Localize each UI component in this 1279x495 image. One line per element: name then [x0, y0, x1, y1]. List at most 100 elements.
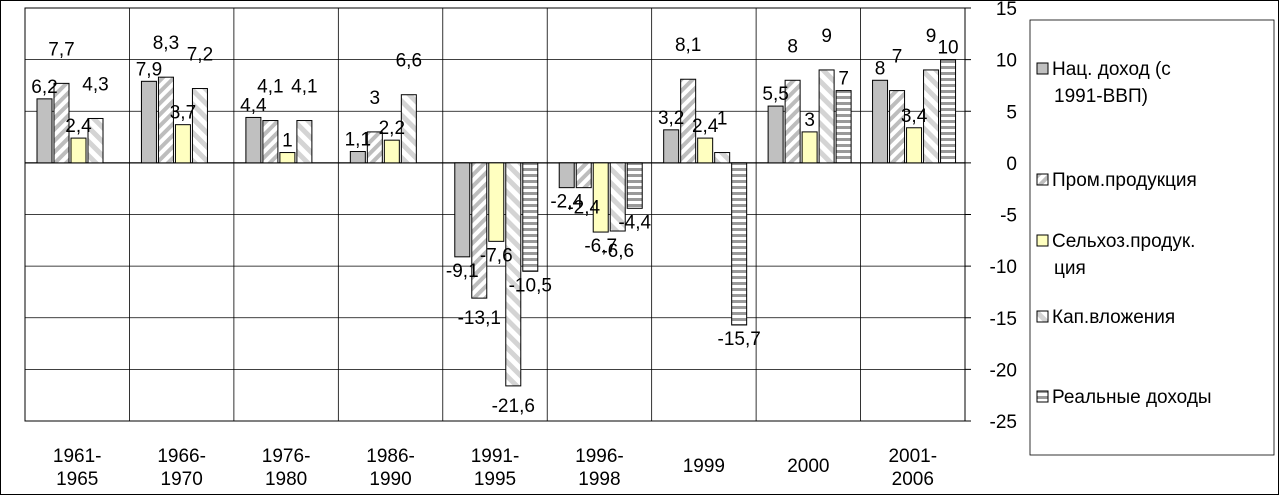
data-label: 3,2: [658, 108, 684, 129]
legend-label: Сельхоз.продук. ция: [1052, 231, 1195, 279]
bar-4: [609, 162, 626, 232]
data-label: 4,4: [240, 95, 267, 116]
data-labels: 6,2 7,9 4,4 1,1 -9,1 -2,4 3,2 5,5 8 7,7 8,3 4,1 3 -13…: [31, 26, 958, 417]
category-label: 2000: [787, 456, 829, 477]
bar-4: [87, 117, 104, 164]
y-tick-label: 10: [996, 51, 1017, 72]
data-label: 8: [787, 36, 798, 57]
x-axis-categories: 1961-1965 1966-1970 1976-1980 1986-1990 1991…: [53, 446, 937, 490]
category-label: 1996-1998: [575, 446, 624, 490]
legend-swatch: [1036, 173, 1049, 186]
data-label: -7,6: [480, 245, 513, 266]
bar-3: [592, 162, 609, 233]
category-label: 1966-1970: [157, 446, 206, 490]
bar-1: [767, 105, 784, 164]
bar-5: [835, 90, 852, 164]
data-label: -21,6: [492, 396, 535, 417]
bar-2: [889, 90, 906, 164]
data-label: 4,1: [257, 77, 283, 98]
legend-swatch: [1036, 62, 1049, 75]
y-tick-label: -20: [990, 360, 1017, 381]
bar-1: [558, 162, 575, 189]
bar-5: [731, 162, 748, 326]
data-label: 1: [282, 131, 293, 152]
bar-3: [383, 139, 400, 164]
y-tick-label: -10: [990, 257, 1017, 278]
y-tick-label: -15: [990, 309, 1017, 330]
data-label: 2,2: [379, 118, 405, 139]
data-label: 3,4: [901, 106, 928, 127]
legend-label: Пром.продукция: [1052, 170, 1197, 191]
category-label: 2001-2006: [888, 446, 937, 490]
bar-5: [522, 162, 539, 272]
bar-4: [296, 120, 313, 164]
bar-4: [818, 69, 835, 164]
legend-swatch: [1036, 310, 1049, 323]
bar-3: [279, 152, 296, 164]
data-label: 6,2: [31, 77, 57, 98]
bar-3: [174, 124, 191, 164]
bar-2: [53, 82, 70, 164]
y-tick-label: 0: [1006, 154, 1017, 175]
bar-5: [940, 59, 957, 164]
bar-3: [70, 137, 87, 164]
data-label: 5,5: [762, 84, 788, 105]
data-label: 3: [370, 88, 381, 109]
data-label: -2,4: [567, 198, 600, 219]
category-label: 1999: [683, 456, 725, 477]
data-label: 7,7: [48, 39, 74, 60]
data-label: 2,4: [692, 116, 719, 137]
bar-1: [140, 80, 157, 164]
bar-2: [157, 76, 174, 164]
bar-3: [801, 131, 818, 164]
data-label: 4,1: [291, 77, 317, 98]
data-label: 6,6: [396, 51, 422, 72]
category-label: 1961-1965: [53, 446, 102, 490]
bar-1: [454, 162, 471, 258]
bar-2: [575, 162, 592, 189]
bar-2: [471, 162, 488, 299]
category-label: 1991-1995: [471, 446, 520, 490]
data-label: 2,4: [65, 116, 92, 137]
data-label: 7: [892, 47, 903, 68]
data-label: 1: [717, 109, 728, 130]
bar-3: [906, 127, 923, 164]
data-label: 7,9: [136, 59, 162, 80]
bar-2: [262, 120, 279, 164]
legend: Нац. доход (с 1991-ВВП) Пром.продукция Сель…: [1029, 19, 1275, 456]
bar-4: [191, 88, 208, 164]
data-label: -10,5: [509, 275, 552, 296]
bar-1: [663, 129, 680, 164]
bar-2: [680, 78, 697, 164]
bar-1: [349, 151, 366, 164]
bar-3: [697, 137, 714, 164]
data-label: -9,1: [446, 261, 479, 282]
data-label: 8,1: [675, 35, 701, 56]
data-label: -15,7: [718, 329, 761, 350]
y-tick-label: -5: [1000, 206, 1017, 227]
y-tick-label: 15: [996, 0, 1017, 20]
data-label: -4,4: [618, 212, 651, 233]
data-label: 7: [838, 69, 849, 90]
data-label: 3: [804, 110, 815, 131]
y-tick-label: 5: [1006, 102, 1017, 123]
bar-1: [36, 98, 53, 164]
bar-3: [488, 162, 505, 242]
data-label: -13,1: [458, 308, 501, 329]
legend-swatch: [1036, 390, 1049, 403]
bar-1: [245, 116, 262, 164]
bars: [36, 59, 957, 387]
data-label: 4,3: [82, 74, 108, 95]
data-label: 3,7: [170, 103, 196, 124]
bar-4: [505, 162, 522, 387]
y-axis: 15 10 5 0 -5 -10 -15 -20 -25: [965, 0, 1017, 433]
legend-swatch: [1036, 234, 1049, 247]
data-label: 7,2: [187, 45, 213, 66]
data-label: 10: [937, 38, 958, 59]
category-label: 1986-1990: [366, 446, 415, 490]
legend-label: Кап.вложения: [1052, 307, 1175, 328]
data-label: 9: [926, 26, 937, 47]
legend-box: [1029, 19, 1275, 456]
category-label: 1976-1980: [262, 446, 311, 490]
